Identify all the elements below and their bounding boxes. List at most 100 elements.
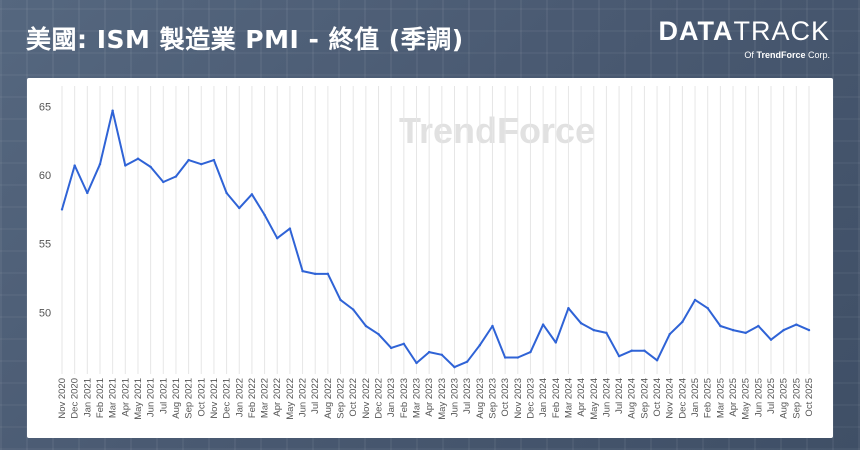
- data-point: [111, 109, 114, 112]
- data-point: [630, 349, 633, 352]
- data-point: [339, 298, 342, 302]
- chart-panel: TrendForce 50 55 60 65 Nov 2020 Dec 2020 Jan …: [27, 78, 833, 438]
- data-point: [579, 322, 583, 325]
- data-point: [655, 359, 659, 362]
- data-point: [605, 331, 608, 335]
- brand-subtitle: Of TrendForce Corp.: [659, 50, 830, 60]
- x-tick-label: Feb 2022: [247, 378, 258, 418]
- data-point: [301, 269, 304, 273]
- x-tick-label: Jun 2024: [601, 378, 612, 417]
- x-tick-label: Jul 2022: [310, 378, 321, 414]
- data-point: [73, 164, 76, 167]
- data-point: [744, 331, 747, 335]
- data-point: [516, 356, 519, 359]
- x-tick-label: Dec 2020: [70, 378, 81, 419]
- x-tick-label: Jul 2021: [158, 378, 169, 414]
- data-point: [427, 350, 431, 354]
- x-tick-label: Jul 2023: [462, 378, 473, 414]
- data-point: [592, 328, 595, 332]
- x-tick-label: Apr 2023: [424, 378, 435, 417]
- data-point: [326, 272, 330, 276]
- x-tick-label: Mar 2023: [412, 378, 423, 418]
- data-point: [681, 320, 684, 324]
- data-point: [98, 162, 102, 166]
- x-axis: Nov 2020 Dec 2020 Jan 2021 Feb 2021 Mar 2021…: [57, 378, 815, 420]
- x-tick-label: Mar 2025: [715, 378, 726, 418]
- x-tick-label: Nov 2020: [57, 378, 68, 419]
- x-tick-label: Sep 2025: [791, 378, 802, 419]
- data-point: [554, 341, 557, 344]
- data-point: [478, 344, 482, 347]
- x-tick-label: Jan 2021: [82, 378, 93, 417]
- data-point: [643, 349, 646, 352]
- data-point: [200, 162, 203, 166]
- data-point: [288, 227, 292, 230]
- data-point: [402, 342, 406, 346]
- data-point: [440, 353, 444, 356]
- data-point: [415, 361, 418, 365]
- y-axis: 50 55 60 65: [39, 102, 51, 320]
- data-point: [187, 158, 190, 162]
- x-tick-label: Sep 2021: [184, 378, 195, 419]
- y-tick-label: 65: [39, 102, 51, 114]
- data-point: [769, 338, 773, 341]
- brand-sub-prefix: Of: [744, 50, 754, 60]
- data-point: [491, 324, 494, 328]
- x-tick-label: May 2023: [437, 378, 448, 420]
- data-point: [225, 191, 228, 195]
- y-tick-label: 60: [39, 170, 51, 182]
- data-point: [276, 237, 279, 240]
- brand-wordmark: DATATRACK: [659, 16, 831, 46]
- data-point: [162, 180, 165, 184]
- data-point: [503, 356, 507, 359]
- brand-sub-name: TrendForce: [756, 50, 806, 60]
- data-point: [757, 324, 760, 328]
- x-tick-label: Nov 2021: [209, 378, 220, 419]
- brand-part2: TRACK: [733, 16, 830, 46]
- data-point: [136, 157, 140, 160]
- data-point: [238, 206, 241, 210]
- watermark-text: TrendForce: [399, 110, 595, 151]
- data-point: [693, 298, 697, 302]
- x-tick-label: Dec 2022: [374, 378, 385, 419]
- x-tick-label: Jan 2023: [386, 378, 397, 417]
- y-tick-label: 50: [39, 307, 51, 319]
- x-tick-label: Sep 2023: [487, 378, 498, 419]
- x-tick-label: Feb 2021: [95, 378, 106, 418]
- x-tick-label: Nov 2022: [361, 378, 372, 419]
- data-point: [389, 346, 393, 350]
- data-point: [250, 193, 254, 196]
- data-point: [364, 324, 368, 328]
- data-point: [212, 158, 216, 162]
- x-tick-label: Jul 2025: [766, 378, 777, 414]
- page-title: 美國: ISM 製造業 PMI - 終值 (季調): [26, 25, 464, 54]
- x-tick-label: May 2024: [589, 378, 600, 420]
- x-tick-label: Feb 2025: [703, 378, 714, 418]
- x-tick-label: Apr 2025: [728, 378, 739, 417]
- data-point: [795, 323, 798, 326]
- data-point: [617, 354, 621, 358]
- brand-sub-suffix: Corp.: [807, 50, 830, 60]
- x-tick-label: Aug 2024: [627, 378, 638, 419]
- brand-logo: DATATRACK Of TrendForce Corp.: [659, 16, 831, 60]
- x-tick-label: Feb 2024: [551, 378, 562, 418]
- x-tick-label: Aug 2022: [323, 378, 334, 419]
- x-tick-label: Dec 2024: [677, 378, 688, 419]
- x-tick-label: Mar 2021: [108, 378, 119, 418]
- x-tick-label: Aug 2025: [779, 378, 790, 419]
- series-layer: [60, 109, 811, 369]
- x-tick-label: Sep 2022: [336, 378, 347, 419]
- x-tick-label: Nov 2024: [665, 378, 676, 419]
- x-tick-label: Oct 2025: [804, 378, 815, 417]
- x-tick-label: Aug 2021: [171, 378, 182, 419]
- x-tick-label: Oct 2021: [196, 378, 207, 417]
- data-point: [377, 333, 380, 336]
- x-tick-label: Jan 2024: [538, 378, 549, 417]
- data-point: [86, 191, 89, 195]
- x-tick-label: Jun 2025: [753, 378, 764, 417]
- x-tick-label: Mar 2022: [260, 378, 271, 418]
- x-tick-label: Aug 2023: [475, 378, 486, 419]
- x-tick-label: Apr 2021: [120, 378, 131, 417]
- data-point: [352, 308, 355, 311]
- data-point: [453, 365, 456, 369]
